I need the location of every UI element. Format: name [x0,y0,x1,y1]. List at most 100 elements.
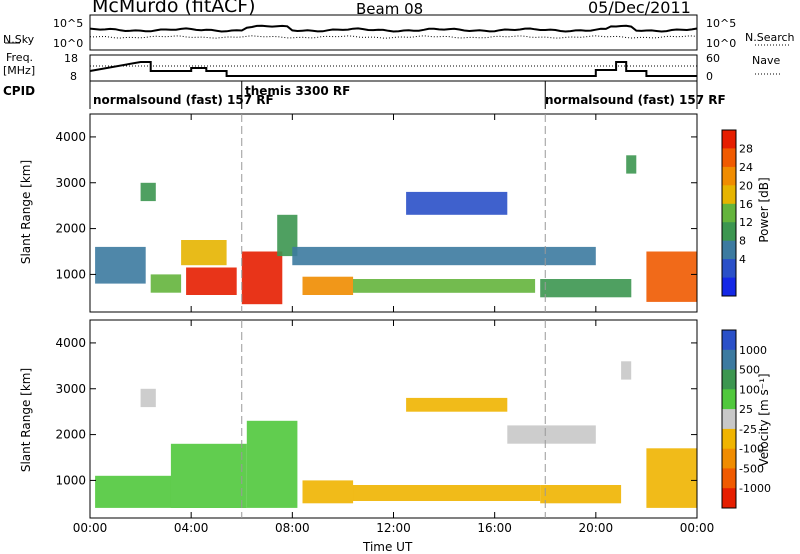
y-tick-label: 2000 [55,222,86,236]
velocity-colorbar-tick: -500 [739,462,764,475]
power-region [292,246,596,266]
velocity-colorbar-tick: 100 [739,383,760,396]
nave-tick-bottom: 0 [706,70,713,83]
power-region [302,276,354,295]
power-colorbar-tick: 12 [739,216,753,229]
velocity-colorbar-swatch [722,349,736,371]
y-tick-label: 2000 [55,428,86,442]
velocity-region [95,475,171,508]
freq-panel-frame [89,54,698,82]
power-colorbar-frame [721,129,737,297]
power-colorbar-tick: 28 [739,142,753,155]
cpid-label: CPID [3,84,36,98]
x-tick-label: 20:00 [579,521,614,535]
freq-tick-bottom: 8 [70,70,77,83]
xlabel: Time UT [363,540,413,554]
velocity-colorbar-tick: 25 [739,403,753,416]
x-tick-label: 04:00 [174,521,209,535]
velocity-region [353,485,541,501]
velocity-colorbar-swatch [722,389,736,410]
velocity-region [406,397,508,412]
power-region [540,279,632,298]
freq-tick-top: 18 [64,52,78,65]
noise-tick-left-top: 10^5 [53,17,84,30]
velocity-colorbar-swatch [722,428,736,450]
velocity-region [540,485,622,504]
y-tick-label: 4000 [55,130,86,144]
velocity-colorbar-tick: -1000 [739,482,771,495]
velocity-region [646,448,697,508]
power-region [406,191,508,215]
nave-tick-top: 60 [706,52,720,65]
noise-tick-left-bottom: 10^0 [53,37,84,50]
station-title: McMurdo (fitACF) [92,0,256,17]
power-region [277,214,298,257]
power-region [646,251,697,302]
power-colorbar-tick: 20 [739,179,753,192]
x-tick-label: 12:00 [376,521,411,535]
x-tick-label: 00:00 [73,521,108,535]
power-colorbar-tick: 4 [739,253,746,266]
cpid-segment-2: themis 3300 RF [245,84,351,98]
velocity-region [507,425,596,444]
y-tick-label: 3000 [55,382,86,396]
power-colorbar-tick: 24 [739,161,753,174]
velocity-colorbar-tick: -100 [739,443,764,456]
velocity-colorbar-swatch [722,488,736,509]
power-colorbar-swatch [722,130,736,149]
nsearch-label: N.Search [745,31,795,44]
y-tick-label: 4000 [55,336,86,350]
power-colorbar-swatch [722,203,736,223]
frequency-trace [89,61,697,77]
velocity-region [246,420,298,508]
noise-panel-frame [89,14,698,51]
power-colorbar-tick: 8 [739,235,746,248]
velocity-colorbar-swatch [722,330,736,351]
velocity-colorbar-tick: 500 [739,364,760,377]
date-title: 05/Dec/2011 [588,0,691,17]
beam-title: Beam 08 [356,0,424,18]
velocity-colorbar-swatch [722,369,736,390]
cpid-segment-1: normalsound (fast) 157 RF [93,93,274,107]
x-tick-label: 00:00 [680,521,715,535]
noise-tick-right-bottom: 10^0 [706,37,737,50]
power-region [95,246,146,284]
x-tick-label: 16:00 [477,521,512,535]
y-tick-label: 3000 [55,176,86,190]
y-tick-label: 1000 [55,267,86,281]
power-colorbar-swatch [722,166,736,186]
power-region [353,279,536,293]
nave-label: Nave [752,54,781,67]
power-colorbar-swatch [722,240,736,260]
velocity-colorbar-tick: 1000 [739,344,767,357]
power-region [186,267,237,295]
x-tick-label: 08:00 [275,521,310,535]
power-region [241,251,283,305]
velocity-region [302,480,354,504]
velocity-region [170,443,247,508]
nsky-trace [89,24,698,33]
power-colorbar-swatch [722,222,736,242]
power-colorbar-tick: 16 [739,198,753,211]
power-region [140,182,156,202]
velocity-colorbar-swatch [722,409,736,430]
cpid-segment-3: normalsound (fast) 157 RF [545,93,726,107]
freq-label-line2: [MHz] [3,64,36,77]
freq-label-line1: Freq. [6,51,34,64]
nsearch-trace [89,35,698,39]
velocity-region [621,361,632,380]
velocity-colorbar-swatch [722,468,736,489]
power-region [626,155,637,174]
power-colorbar-swatch [722,259,736,278]
power-colorbar-swatch [722,185,736,205]
velocity-colorbar-tick: -25 [739,423,757,436]
power-colorbar-swatch [722,148,736,168]
power-colorbar-swatch [722,277,736,297]
velocity-region [140,388,156,408]
power-region [150,274,182,293]
velocity-colorbar-frame [721,329,737,509]
power-region [181,240,227,266]
velocity-colorbar-swatch [722,448,736,469]
noise-tick-right-top: 10^5 [706,17,737,30]
